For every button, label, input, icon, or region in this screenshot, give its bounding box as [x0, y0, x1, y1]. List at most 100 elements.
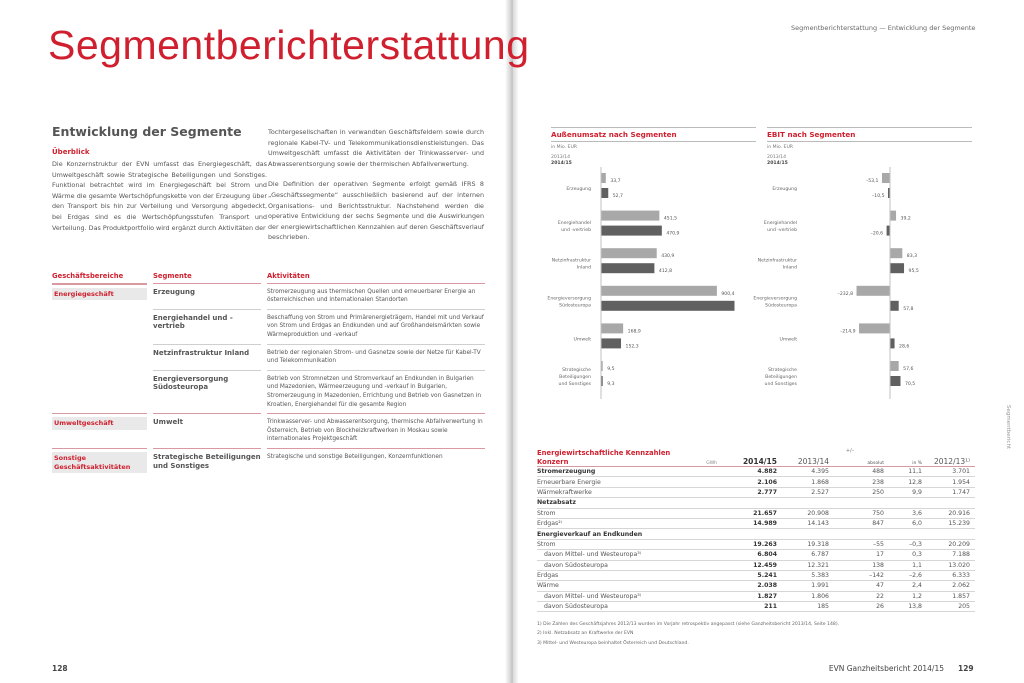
bar-prev [601, 173, 606, 183]
bar-prev [601, 323, 624, 334]
bar-curr [601, 376, 603, 386]
data-label: 70,5 [905, 381, 915, 387]
plusminus-header: +/– [845, 448, 855, 454]
value-cell: 1,2 [912, 592, 922, 600]
segment-cell: Erzeugung [153, 287, 196, 296]
category-label: Energiehandel und -vertrieb [558, 220, 591, 233]
kennzahlen-table: Energiewirtschaftliche Kennzahlen Konzer… [537, 447, 975, 613]
category-label: Umwelt [780, 336, 798, 342]
activity-cell: Betrieb der regionalen Strom- und Gasnet… [267, 343, 485, 370]
value-cell: 6.804 [757, 551, 777, 559]
value-cell: 26 [876, 603, 884, 611]
bar-curr [890, 300, 899, 311]
area-label: Umweltgeschäft [52, 417, 147, 430]
row-label: Wärmekraftwerke [537, 488, 592, 496]
area-cell: Umweltgeschäft [52, 413, 147, 448]
table-row: Strom 21.657 20.908 750 3,6 20.916 [537, 509, 975, 519]
unit: GWh [706, 461, 717, 466]
row-label: davon Mittel- und Westeuropa³⁾ [544, 592, 642, 600]
bar-prev [601, 361, 603, 371]
category-label: Netzinfrastruktur Inland [552, 258, 591, 271]
value-cell: 47 [876, 582, 884, 590]
area-cell: Sonstige Geschäftsaktivitäten [52, 447, 147, 474]
area-label: Sonstige Geschäftsaktivitäten [52, 451, 147, 474]
row-label: Netzabsatz [537, 499, 576, 507]
activity-cell: Strategische und sonstige Beteiligungen,… [267, 447, 485, 474]
area-cell: Energiegeschäft [52, 283, 147, 309]
value-cell: 20.916 [948, 509, 970, 517]
table-header: Geschäftsbereiche Segmente Aktivitäten [52, 268, 485, 284]
value-cell: 6.787 [811, 551, 829, 559]
bar-curr [886, 225, 890, 236]
table-row: Energiehandel und -vertrieb Beschaffung v… [52, 308, 485, 344]
legend-curr: 2014/15 [551, 161, 572, 166]
data-label: 451,5 [664, 216, 677, 222]
chart-unit: in Mio. EUR [551, 145, 577, 150]
table-row: Umweltgeschäft Umwelt Trinkwasserver- und … [52, 413, 485, 448]
legend-prev: 2013/14 [767, 155, 787, 160]
data-label: 57,8 [903, 306, 913, 312]
data-label: 430,9 [661, 253, 674, 259]
col-header: 2013/14 [797, 457, 829, 466]
data-label: 33,7 [610, 178, 620, 184]
segment-cell: Netzinfrastruktur Inland [153, 343, 261, 370]
value-cell: 5.241 [757, 572, 777, 580]
category-label: Strategische Beteiligungen und Sonstiges [765, 367, 798, 387]
table-row: Sonstige Geschäftsaktivitäten Strategisch… [52, 447, 485, 474]
bar-curr [888, 188, 890, 198]
page-fold [505, 0, 519, 683]
bar-prev [601, 210, 660, 221]
value-cell: 12,8 [908, 478, 922, 486]
footnotes: 1) Die Zahlen des Geschäftsjahres 2012/1… [537, 620, 839, 648]
row-label: Stromerzeugung [537, 468, 596, 476]
category-label: Energiehandel und -vertrieb [764, 220, 797, 233]
table-row: Erdgas²⁾ 14.989 14.143 847 6,0 15.239 [537, 519, 975, 530]
bar-prev [856, 285, 890, 296]
value-cell: –0,3 [909, 540, 922, 548]
category-label: Strategische Beteiligungen und Sonstiges [559, 367, 592, 387]
value-cell: 17 [876, 551, 884, 559]
value-cell: 20.209 [948, 540, 970, 548]
row-label: Wärme [537, 582, 559, 590]
value-cell: 12.321 [807, 561, 829, 569]
value-cell: 185 [817, 603, 829, 611]
value-cell: 1.806 [811, 592, 829, 600]
value-cell: 1.954 [952, 478, 970, 486]
activity-cell: Trinkwasserver- und Abwasserentsorgung, … [267, 413, 485, 448]
value-cell: 2,4 [912, 582, 922, 590]
row-label: Erneuerbare Energie [537, 478, 601, 486]
section-heading: Entwicklung der Segmente [52, 124, 242, 139]
table-row: Wärmekraftwerke 2.777 2.527 250 9,9 1.747 [537, 488, 975, 499]
footnote: 2) Inkl. Netzabsatz an Kraftwerke der EV… [537, 631, 634, 637]
value-cell: 2.106 [757, 478, 777, 486]
value-cell: 6,0 [912, 520, 922, 528]
paragraph: Tochtergesellschaften in verwandten Gesc… [268, 128, 484, 168]
row-label: Energieverkauf an Endkunden [537, 530, 643, 538]
category-label: Erzeugung [772, 186, 797, 192]
value-cell: 847 [872, 520, 884, 528]
table-row: Wärme 2.038 1.991 47 2,4 2.062 [537, 581, 975, 592]
value-cell: 1.747 [952, 488, 970, 496]
table-row: Netzinfrastruktur Inland Betrieb der regi… [52, 343, 485, 370]
legend-curr: 2014/15 [767, 161, 788, 166]
bar-prev [881, 173, 890, 183]
table-row: Energieversorgung Südosteuropa Betrieb vo… [52, 369, 485, 413]
table-row: Energieverkauf an Endkunden [537, 529, 975, 540]
table-row: Erdgas 5.241 5.383 –142 –2,6 6.333 [537, 571, 975, 582]
value-cell: 15.239 [948, 520, 970, 528]
area-cell [52, 344, 147, 370]
activity-cell: Beschaffung von Strom und Primärenergiet… [267, 308, 485, 344]
intro-column-2: Tochtergesellschaften in verwandten Gesc… [268, 127, 484, 253]
data-label: 52,7 [613, 193, 623, 199]
bar-curr [601, 263, 655, 274]
value-cell: 2.777 [757, 488, 777, 496]
header-cell: Geschäftsbereiche [52, 268, 147, 284]
value-cell: 2.038 [757, 582, 777, 590]
col-header: absolut [867, 461, 884, 466]
chart-plot: Erzeugung –53,1 –10,5 Energiehandel und -ver… [753, 167, 919, 399]
segment-cell: Energiehandel und -vertrieb [153, 308, 261, 344]
chart-aussenumsatz: Außenumsatz nach Segmenten in Mio. EUR 2… [547, 123, 756, 413]
data-label: 83,3 [907, 253, 917, 259]
subheading: Überblick [52, 148, 90, 156]
intro-column-1: Die Konzernstruktur der EVN umfasst das … [52, 160, 267, 232]
